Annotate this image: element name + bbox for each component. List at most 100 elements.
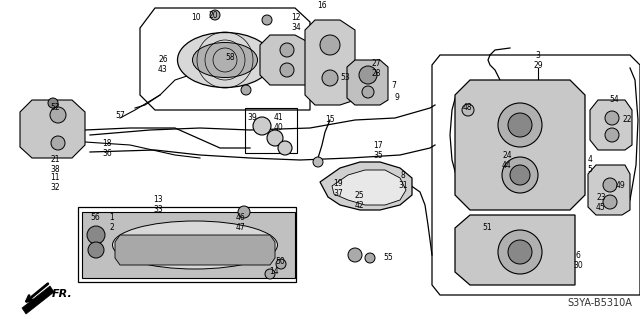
- Polygon shape: [347, 60, 388, 105]
- Text: 27: 27: [371, 58, 381, 68]
- Text: 4: 4: [588, 155, 593, 165]
- Circle shape: [603, 195, 617, 209]
- Circle shape: [605, 111, 619, 125]
- Polygon shape: [332, 170, 406, 205]
- Polygon shape: [22, 286, 54, 314]
- Text: 32: 32: [50, 183, 60, 192]
- Text: 57: 57: [115, 112, 125, 121]
- Ellipse shape: [193, 42, 257, 78]
- Circle shape: [359, 66, 377, 84]
- Text: 35: 35: [373, 151, 383, 160]
- Text: 38: 38: [50, 166, 60, 174]
- Text: 58: 58: [225, 54, 235, 63]
- Polygon shape: [455, 80, 585, 210]
- Text: 28: 28: [371, 69, 381, 78]
- Circle shape: [267, 130, 283, 146]
- Circle shape: [510, 165, 530, 185]
- Circle shape: [605, 128, 619, 142]
- Circle shape: [362, 86, 374, 98]
- Text: 34: 34: [291, 24, 301, 33]
- Text: 49: 49: [615, 181, 625, 189]
- Text: 47: 47: [235, 222, 245, 232]
- Circle shape: [87, 226, 105, 244]
- Polygon shape: [588, 165, 630, 215]
- Circle shape: [276, 259, 286, 269]
- Ellipse shape: [177, 33, 273, 87]
- Text: 9: 9: [395, 93, 399, 101]
- Polygon shape: [305, 20, 355, 105]
- Circle shape: [48, 98, 58, 108]
- Circle shape: [320, 35, 340, 55]
- Text: 46: 46: [235, 212, 245, 221]
- Text: 13: 13: [153, 196, 163, 204]
- Circle shape: [508, 240, 532, 264]
- Circle shape: [241, 85, 251, 95]
- Text: 41: 41: [273, 114, 283, 122]
- Text: 30: 30: [573, 261, 583, 270]
- Text: 29: 29: [533, 61, 543, 70]
- Circle shape: [50, 107, 66, 123]
- Circle shape: [498, 103, 542, 147]
- Text: 40: 40: [273, 123, 283, 132]
- Text: 36: 36: [102, 149, 112, 158]
- Text: 50: 50: [275, 257, 285, 266]
- Text: 23: 23: [596, 194, 606, 203]
- Text: 21: 21: [51, 155, 60, 165]
- Text: 8: 8: [401, 170, 405, 180]
- Text: 48: 48: [462, 103, 472, 113]
- Text: 31: 31: [398, 181, 408, 189]
- Text: 12: 12: [291, 13, 301, 23]
- Circle shape: [253, 117, 271, 135]
- Text: 2: 2: [109, 224, 115, 233]
- Circle shape: [88, 242, 104, 258]
- Text: 10: 10: [191, 13, 201, 23]
- Circle shape: [210, 10, 220, 20]
- Polygon shape: [590, 100, 632, 150]
- Text: 20: 20: [208, 11, 218, 19]
- Text: 39: 39: [247, 114, 257, 122]
- Circle shape: [462, 104, 474, 116]
- Text: 18: 18: [102, 138, 112, 147]
- Text: 24: 24: [502, 151, 512, 160]
- Text: 14: 14: [269, 268, 279, 277]
- Circle shape: [348, 248, 362, 262]
- Circle shape: [278, 141, 292, 155]
- Text: 54: 54: [609, 95, 619, 105]
- Text: 7: 7: [392, 80, 396, 90]
- Polygon shape: [320, 162, 412, 210]
- Polygon shape: [20, 100, 85, 158]
- Text: 16: 16: [317, 1, 327, 10]
- Text: 26: 26: [158, 56, 168, 64]
- Bar: [78, 207, 296, 282]
- Text: 25: 25: [354, 190, 364, 199]
- Text: 11: 11: [51, 174, 60, 182]
- Text: 52: 52: [50, 103, 60, 113]
- Circle shape: [280, 43, 294, 57]
- Polygon shape: [115, 235, 275, 265]
- Circle shape: [502, 157, 538, 193]
- Circle shape: [365, 253, 375, 263]
- Text: 15: 15: [325, 115, 335, 124]
- Circle shape: [51, 136, 65, 150]
- Text: 56: 56: [90, 213, 100, 222]
- Circle shape: [238, 206, 250, 218]
- Text: FR.: FR.: [52, 289, 73, 299]
- Text: 55: 55: [383, 254, 393, 263]
- Text: 43: 43: [158, 65, 168, 75]
- Bar: [245, 108, 297, 153]
- Text: 42: 42: [354, 201, 364, 210]
- Circle shape: [262, 15, 272, 25]
- Circle shape: [498, 230, 542, 274]
- Text: 17: 17: [373, 140, 383, 150]
- Circle shape: [508, 113, 532, 137]
- Circle shape: [603, 178, 617, 192]
- Circle shape: [313, 157, 323, 167]
- Text: 6: 6: [575, 250, 580, 259]
- Text: 1: 1: [109, 213, 115, 222]
- Circle shape: [265, 269, 275, 279]
- Text: 33: 33: [153, 205, 163, 214]
- Text: 19: 19: [333, 179, 343, 188]
- Text: 22: 22: [622, 115, 632, 124]
- Text: 53: 53: [340, 73, 350, 83]
- Ellipse shape: [113, 221, 278, 269]
